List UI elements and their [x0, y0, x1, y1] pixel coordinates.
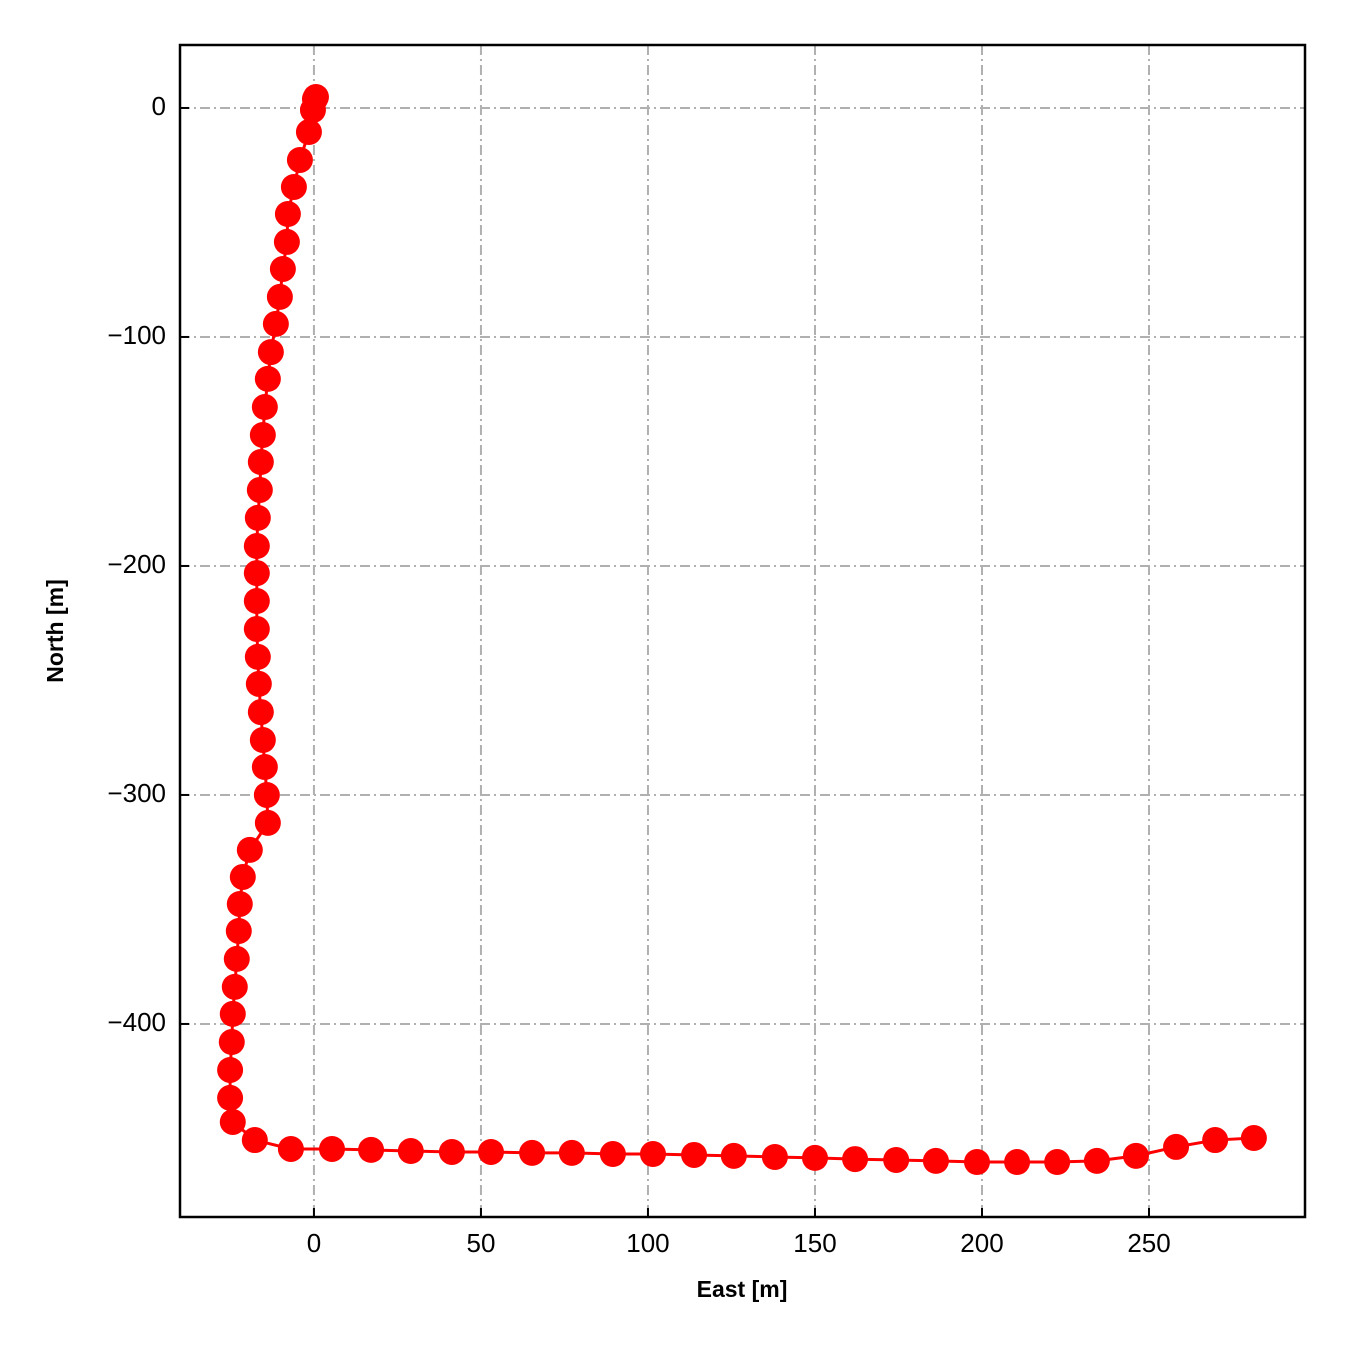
point	[1122, 1142, 1149, 1169]
series-line	[228, 96, 1254, 1164]
point	[1083, 1147, 1110, 1174]
point	[286, 146, 313, 173]
point	[219, 1000, 246, 1027]
plot-frame	[178, 43, 1307, 1219]
point	[963, 1149, 990, 1176]
point	[247, 449, 274, 476]
point	[477, 1138, 504, 1165]
point	[519, 1139, 546, 1166]
point	[599, 1141, 626, 1168]
point	[226, 890, 253, 917]
point	[251, 754, 278, 781]
point	[249, 727, 276, 754]
point	[218, 1029, 245, 1056]
point	[1163, 1133, 1190, 1160]
x-tick-label: 150	[793, 1228, 836, 1258]
point	[244, 504, 271, 531]
point	[245, 670, 272, 697]
point	[257, 339, 284, 366]
point	[274, 200, 301, 227]
point	[262, 310, 289, 337]
point	[1202, 1127, 1229, 1154]
point	[254, 809, 281, 836]
point	[236, 836, 263, 863]
point	[243, 533, 270, 560]
point	[273, 228, 300, 255]
point	[225, 917, 252, 944]
x-tick-label: 100	[626, 1228, 669, 1258]
y-tick-label: −200	[107, 549, 166, 579]
point	[247, 699, 274, 726]
point	[241, 1127, 268, 1154]
point	[219, 1108, 246, 1135]
point	[254, 365, 281, 392]
point	[438, 1138, 465, 1165]
y-axis-label: North [m]	[42, 579, 68, 682]
point	[761, 1144, 788, 1171]
point	[1240, 1124, 1267, 1151]
point	[244, 643, 271, 670]
y-tick-label: 0	[152, 91, 166, 121]
point	[246, 476, 273, 503]
x-tick-label: 50	[466, 1228, 495, 1258]
point	[358, 1136, 385, 1163]
point	[221, 973, 248, 1000]
point	[883, 1146, 910, 1173]
point	[295, 119, 322, 146]
point	[1004, 1149, 1031, 1176]
point	[801, 1144, 828, 1171]
point	[217, 1056, 244, 1083]
y-tick-label: −400	[107, 1007, 166, 1037]
point	[243, 615, 270, 642]
point	[842, 1146, 869, 1173]
y-tick-label: −300	[107, 778, 166, 808]
point	[243, 588, 270, 615]
point	[922, 1147, 949, 1174]
point	[249, 421, 276, 448]
point	[266, 283, 293, 310]
point	[229, 863, 256, 890]
x-tick-label: 250	[1127, 1228, 1170, 1258]
point	[251, 394, 278, 421]
point	[269, 255, 296, 282]
point	[243, 560, 270, 587]
point	[397, 1138, 424, 1165]
point	[318, 1135, 345, 1162]
point	[299, 97, 326, 124]
point	[280, 173, 307, 200]
point	[217, 1084, 244, 1111]
point	[639, 1141, 666, 1168]
point	[1044, 1149, 1071, 1176]
x-tick-label: 0	[307, 1228, 321, 1258]
y-tick-label: −100	[107, 320, 166, 350]
point	[720, 1142, 747, 1169]
point	[558, 1139, 585, 1166]
x-axis-label: East [m]	[697, 1276, 788, 1302]
point	[277, 1135, 304, 1162]
x-tick-label: 200	[960, 1228, 1003, 1258]
point	[223, 945, 250, 972]
point	[253, 781, 280, 808]
point	[681, 1141, 708, 1168]
